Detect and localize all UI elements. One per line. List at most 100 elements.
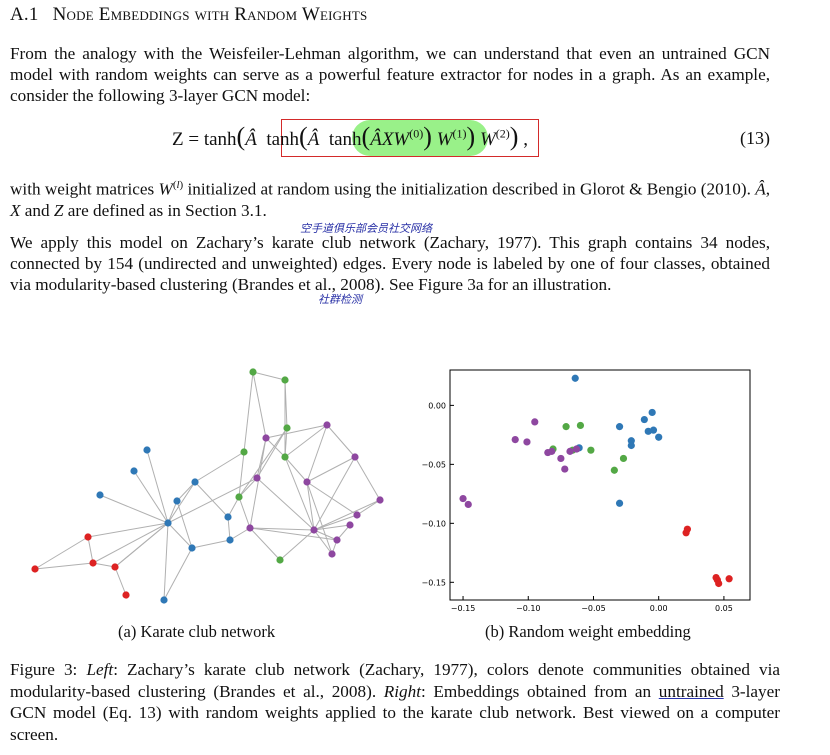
network-edge [167, 481, 196, 524]
axis-ticks: −0.15 −0.10 −0.05 0.00 0.05 0.00 −0.05 −0.10 −0.… [421, 401, 732, 613]
network-node-blue [130, 467, 138, 475]
network-edge [306, 481, 358, 516]
network-edge [238, 496, 251, 529]
network-edge [167, 477, 258, 524]
scatter-point-purple [523, 438, 531, 446]
y-tick-label: −0.15 [421, 578, 446, 587]
network-node-purple [323, 421, 331, 429]
network-node-red [31, 565, 39, 573]
y-tick-label: 0.00 [428, 401, 446, 410]
x-tick-label: 0.05 [715, 604, 733, 613]
network-node-purple [328, 550, 336, 558]
caption-right: Right [383, 681, 422, 701]
network-edge [114, 522, 169, 568]
subcaption-b: (b) Random weight embedding [485, 622, 691, 641]
network-edge [306, 456, 356, 483]
scatter-point-purple [557, 454, 565, 463]
y-tick-label: −0.10 [421, 519, 446, 528]
network-node-blue [224, 513, 232, 521]
paragraph-karate: We apply this model on Zachary’s karate … [10, 233, 770, 294]
x-tick-label: −0.10 [516, 604, 541, 613]
network-node-red [111, 563, 119, 571]
network-edge [238, 477, 258, 498]
scatter-point-blue [640, 415, 648, 424]
embedding-scatter-plot: −0.15 −0.10 −0.05 0.00 0.05 0.00 −0.05 −0.10 −0.… [421, 369, 751, 613]
network-node-purple [333, 536, 341, 544]
plot-frame [449, 369, 751, 601]
network-node-blue [173, 497, 181, 505]
network-node-green [276, 556, 284, 564]
network-node-green [249, 368, 257, 376]
network-node-purple [353, 511, 361, 519]
network-edge [313, 499, 381, 531]
scatter-point-purple [511, 435, 519, 444]
network-node-purple [346, 521, 354, 529]
network-node-red [89, 559, 97, 567]
network-node-green [235, 493, 243, 501]
scatter-point-purple [544, 448, 552, 457]
scatter-point-green [576, 421, 585, 430]
caption-left: Left [86, 660, 114, 679]
network-node-blue [226, 536, 234, 544]
caption-untrained: untrained [658, 681, 724, 701]
network-node-blue [143, 446, 151, 454]
karate-network-graph [31, 368, 384, 604]
equation-lhs: Z = tanh [172, 129, 237, 150]
network-edge [176, 500, 193, 549]
network-edge [99, 494, 169, 524]
network-edge [313, 529, 333, 555]
scatter-point-blue [615, 499, 624, 507]
equation: Z = tanh(Â tanh(Â tanh(ÂXW(0)) W(1)) W(2… [0, 118, 830, 158]
network-edge [256, 427, 288, 479]
caption-part3: 3-layer GCN model (Eq. 13) with random w… [10, 681, 780, 744]
network-edge [249, 437, 267, 529]
network-node-green [281, 376, 289, 384]
scatter-point-green [619, 454, 628, 463]
network-edge [114, 566, 127, 596]
network-node-purple [246, 524, 254, 532]
network-edge [306, 481, 315, 531]
network-edge [313, 456, 356, 531]
para2-suffix: initialized at random using the initiali… [183, 179, 756, 199]
scatter-point-green [562, 423, 570, 431]
scatter-point-red [715, 579, 723, 588]
network-edge [356, 499, 381, 516]
network-edge [167, 500, 178, 524]
equation-number: (13) [740, 128, 770, 148]
network-edge [284, 424, 328, 458]
network-edge [163, 547, 193, 601]
network-node-purple [376, 496, 384, 504]
network-node-purple [310, 526, 318, 534]
network-edge [306, 481, 333, 555]
network-edge [92, 522, 169, 564]
network-edge [229, 527, 251, 541]
network-node-green [240, 448, 248, 456]
network-edges [34, 371, 381, 601]
network-node-purple [351, 453, 359, 461]
network-edge [313, 524, 351, 531]
para2-prefix: with weight matrices [10, 179, 159, 199]
paragraph-intro: From the analogy with the Weisfeiler-Leh… [10, 44, 770, 105]
network-edge [34, 536, 89, 570]
network-node-purple [253, 474, 261, 482]
network-edge [252, 371, 286, 381]
network-nodes [31, 368, 384, 604]
section-heading: A.1 Node Embeddings with Random Weights [10, 4, 367, 26]
scatter-point-blue [648, 408, 656, 417]
scatter-point-blue [644, 427, 652, 435]
network-node-red [84, 533, 92, 541]
network-edge [92, 562, 116, 568]
scatter-points [459, 374, 733, 588]
network-node-purple [262, 434, 270, 442]
network-edge [167, 522, 193, 549]
figure-caption: Figure 3: Left: Zachary’s karate club ne… [10, 659, 780, 745]
network-edge [284, 456, 315, 531]
network-edge [354, 456, 381, 501]
network-node-blue [188, 544, 196, 552]
section-title: Node Embeddings with Random Weights [52, 4, 368, 25]
scatter-point-purple [464, 500, 472, 509]
network-edge [265, 424, 328, 439]
network-edge [326, 424, 356, 458]
handwritten-note-community: 社群检测 [318, 293, 362, 306]
scatter-point-purple [566, 447, 574, 455]
